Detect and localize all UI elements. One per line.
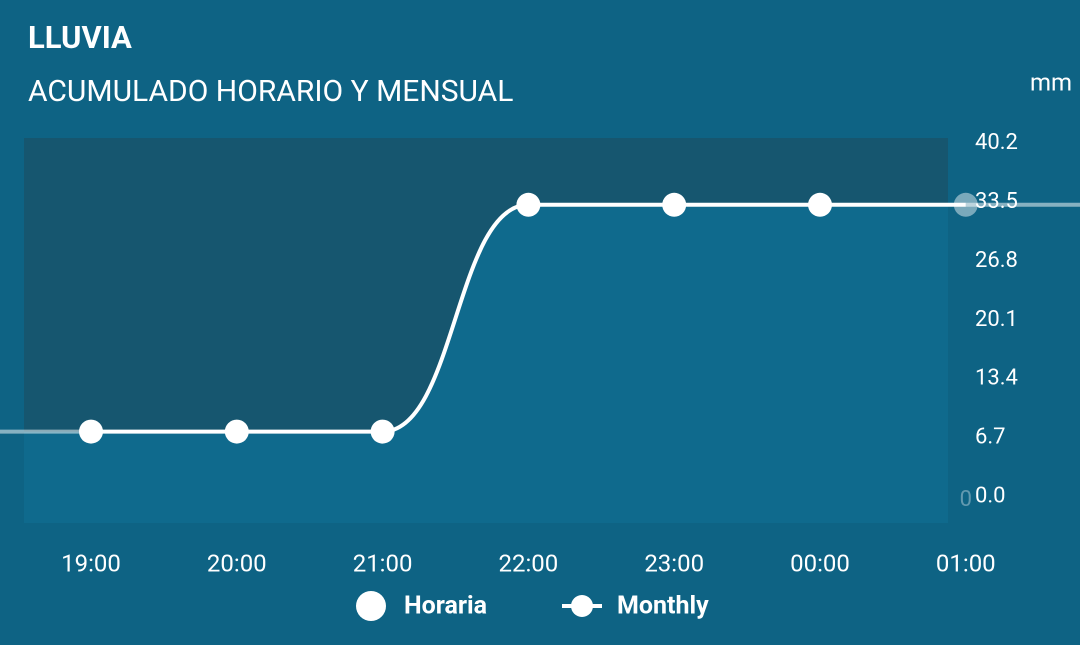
y-tick-label: 40.2 <box>975 130 1018 155</box>
y-tick-label: 33.5 <box>975 189 1018 214</box>
y-tick-label: 13.4 <box>975 366 1018 391</box>
x-tick-label: 21:00 <box>353 549 413 577</box>
y-tick-label: 26.8 <box>975 248 1018 273</box>
y-tick-label: 20.1 <box>975 307 1018 332</box>
point <box>808 192 832 217</box>
point <box>224 419 249 444</box>
point <box>79 419 103 444</box>
x-tick-label: 00:00 <box>790 549 850 577</box>
x-tick-label: 20:00 <box>207 549 267 577</box>
data-label: 0 <box>960 487 972 512</box>
legend-marker <box>571 595 593 617</box>
legend-marker <box>356 591 386 621</box>
chart-subtitle: ACUMULADO HORARIO Y MENSUAL <box>28 74 513 109</box>
x-tick-label: 22:00 <box>499 549 559 577</box>
chart-title: LLUVIA <box>28 19 132 56</box>
point <box>370 419 395 444</box>
point <box>662 192 687 217</box>
y-tick-label: 6.7 <box>975 425 1006 450</box>
x-tick-label: 19:00 <box>61 549 121 577</box>
y-tick-label: 0.0 <box>975 483 1006 508</box>
area <box>24 204 948 523</box>
x-tick-label: 01:00 <box>936 549 996 577</box>
legend-label: Horaria <box>404 592 487 621</box>
y-axis-unit: mm <box>1030 68 1072 96</box>
point <box>516 192 541 217</box>
legend-label: Monthly <box>617 592 709 621</box>
x-tick-label: 23:00 <box>644 549 704 577</box>
point <box>953 192 978 217</box>
